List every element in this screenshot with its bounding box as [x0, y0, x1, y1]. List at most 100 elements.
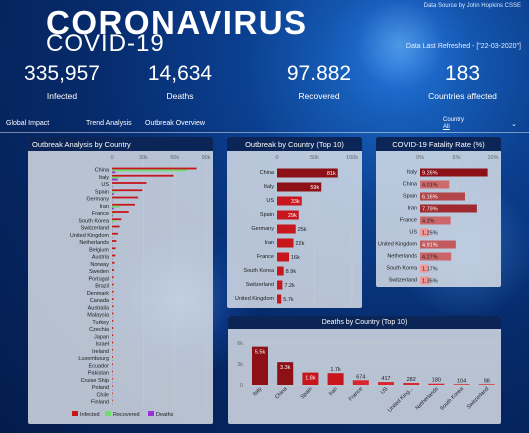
- data-label: 282: [407, 377, 416, 383]
- bar-us: [277, 196, 302, 206]
- bar-recovered-south-korea: [112, 220, 116, 223]
- bar-infected-spain: [112, 189, 143, 192]
- category-label: Iran: [100, 204, 109, 210]
- bar-united-kingdom: [420, 240, 456, 249]
- bar-france: [352, 380, 369, 385]
- category-label: Spain: [260, 212, 274, 218]
- bar-united-king: [403, 383, 420, 385]
- bar-infected-denmark: [112, 290, 114, 293]
- bar-china: [277, 362, 294, 385]
- bar-recovered-france: [112, 213, 115, 215]
- category-label: Brazil: [95, 284, 109, 290]
- bar-infected-south-korea: [112, 218, 122, 221]
- fatality-rate-chart: 0% 5% 10% Italy 9.26% China 4.01% Spain 6.16% Ira…: [378, 155, 499, 287]
- bar-united-kingdom: [277, 294, 282, 304]
- kpi-label: Deaths: [166, 91, 194, 101]
- category-label: China: [95, 168, 110, 174]
- bar-recovered-china: [112, 169, 188, 172]
- bar-deaths-iran: [112, 207, 114, 210]
- data-label: 29k: [288, 213, 297, 219]
- tab-global-impact[interactable]: Global Impact: [6, 120, 50, 127]
- bar-switzerland: [277, 280, 283, 290]
- bar-infected-luxembourg: [112, 356, 113, 358]
- deaths-top10-chart: 0 3k 6k 5.5k Italy 3.3k China 1.8k Spain 1.7k Iran…: [237, 341, 496, 414]
- bar-infected-norway: [112, 261, 115, 264]
- data-label: 4.27%: [422, 255, 438, 261]
- data-label: 25k: [298, 227, 307, 233]
- bar-spain: [420, 192, 465, 201]
- fatality-rate-panel: COVID-19 Fatality Rate (%) 0% 5% 10% Italy 9…: [376, 137, 501, 287]
- category-label: Netherlands: [415, 386, 440, 411]
- category-label: Switzerland: [246, 282, 274, 288]
- bar-infected-china: [112, 167, 197, 170]
- legend-swatch-recovered: [105, 411, 111, 416]
- category-label: Turkey: [92, 320, 109, 326]
- dashboard-subtitle: COVID-19: [46, 30, 165, 57]
- tab-outbreak-overview[interactable]: Outbreak Overview: [145, 120, 205, 127]
- data-label: 59k: [310, 185, 319, 191]
- tick-label: 0: [275, 155, 278, 161]
- category-label: Pakistan: [88, 371, 109, 377]
- bar-infected-cruise-ship: [112, 377, 113, 380]
- tick-label: 5%: [453, 155, 461, 161]
- data-label: 4.01%: [422, 183, 438, 189]
- tab-trend-analysis[interactable]: Trend Analysis: [86, 120, 132, 127]
- data-label: 4.2%: [422, 219, 435, 225]
- data-label: 3.3k: [280, 365, 291, 371]
- tick-label: 50k: [310, 155, 319, 161]
- category-label: Spain: [95, 189, 109, 195]
- country-filter[interactable]: Country All: [443, 117, 464, 131]
- bar-infected-australia: [112, 305, 114, 308]
- deaths-top10-panel: Deaths by Country (Top 10) 0 3k 6k 5.5k Ital…: [228, 316, 501, 424]
- bar-iran: [327, 373, 344, 385]
- bar-infected-finland: [112, 399, 113, 402]
- category-label: United Kingdom: [70, 233, 110, 239]
- category-label: France: [348, 386, 364, 402]
- country-filter-value: All: [443, 124, 450, 130]
- category-label: Ecuador: [89, 363, 110, 369]
- category-label: Austria: [92, 255, 110, 261]
- category-label: China: [260, 170, 275, 176]
- category-label: United King...: [387, 386, 415, 414]
- tick-label: 90k: [202, 155, 211, 161]
- bar-italy: [252, 346, 268, 385]
- category-label: Poland: [92, 385, 109, 391]
- category-label: France: [92, 211, 109, 217]
- bar-infected-belgium: [112, 247, 116, 250]
- bar-south-korea: [420, 264, 429, 273]
- data-label: 98: [484, 378, 490, 384]
- bar-infected-chile: [112, 392, 113, 395]
- outbreak-analysis-panel: Outbreak Analysis by Country 0 30k 60k 90k C…: [28, 137, 213, 424]
- bar-china: [420, 180, 450, 189]
- category-label: Germany: [251, 226, 274, 232]
- bar-deaths-spain: [112, 193, 114, 195]
- kpi-recovered: 97.882 Recovered: [259, 62, 379, 101]
- category-label: Chile: [96, 392, 109, 398]
- bar-infected-switzerland: [112, 225, 120, 228]
- nav-bar: Global Impact Trend Analysis Outbreak Ov…: [0, 117, 529, 133]
- bar-deaths-france: [112, 214, 113, 217]
- bar-recovered-iran: [112, 205, 120, 208]
- legend-label-deaths: Deaths: [156, 412, 174, 418]
- data-label: 8.9k: [286, 269, 297, 275]
- data-label: 7.2k: [284, 283, 295, 289]
- bar-deaths-italy: [112, 178, 118, 181]
- bar-netherlands: [420, 252, 452, 261]
- chevron-down-icon[interactable]: ⌄: [511, 121, 517, 128]
- category-label: Norway: [90, 262, 109, 268]
- bar-spain: [302, 372, 319, 385]
- kpi-value: 335,957: [24, 62, 100, 85]
- category-label: South Korea: [439, 386, 466, 413]
- bar-infected-turkey: [112, 319, 114, 322]
- bar-infected-netherlands: [112, 240, 117, 242]
- category-label: Spain: [403, 194, 417, 200]
- bar-us: [420, 228, 430, 237]
- bar-switzerland: [478, 384, 495, 385]
- category-label: Italy: [252, 386, 264, 398]
- category-label: US: [409, 230, 417, 236]
- bar-infected-sweden: [112, 269, 114, 271]
- tick-label: 6k: [237, 341, 243, 347]
- bar-infected-united-kingdom: [112, 232, 118, 235]
- outbreak-top10-title: Outbreak by Country (Top 10): [227, 137, 362, 151]
